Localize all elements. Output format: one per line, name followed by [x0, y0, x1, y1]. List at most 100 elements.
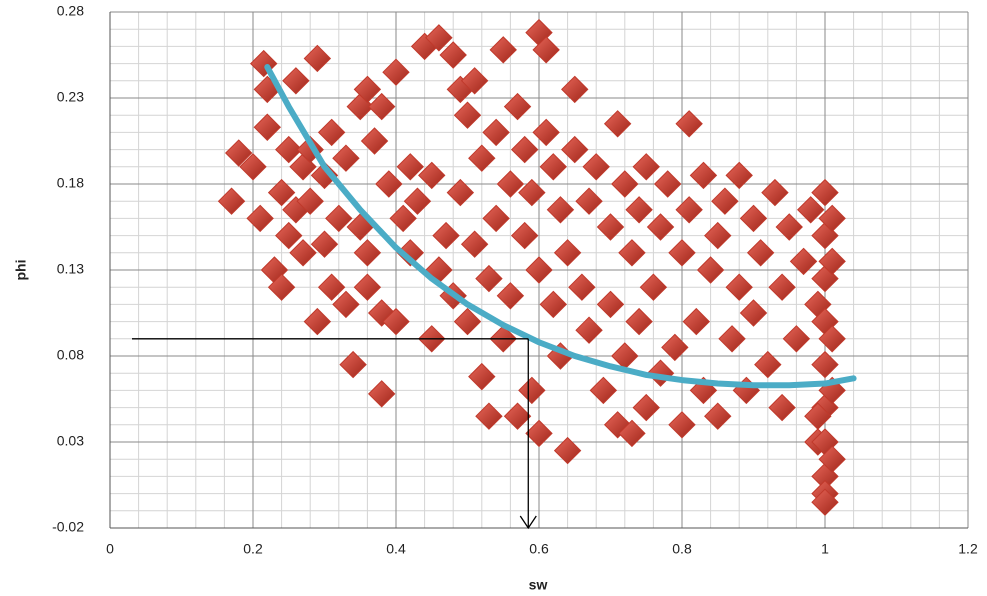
scatter-point [818, 445, 846, 473]
scatter-point [718, 325, 746, 353]
scatter-point [632, 153, 660, 181]
scatter-point [675, 110, 703, 138]
scatter-point [460, 67, 489, 95]
scatter-point [382, 307, 410, 336]
y-tick-label: 0.13 [57, 261, 84, 277]
scatter-point [317, 273, 346, 301]
scatter-point [761, 178, 789, 207]
scatter-point [618, 419, 646, 448]
scatter-point [811, 178, 839, 207]
scatter-point [353, 273, 382, 301]
scatter-point [389, 204, 417, 233]
scatter-point [632, 393, 660, 422]
scatter-point [460, 230, 489, 258]
scatter-point [296, 187, 324, 215]
y-axis-title: phi [13, 260, 29, 281]
scatter-point [739, 299, 768, 327]
scatter-point [796, 196, 825, 224]
reference-arrow [519, 515, 537, 530]
scatter-point [367, 92, 396, 121]
scatter-point [510, 135, 539, 164]
scatter-point [711, 187, 739, 215]
scatter-point [353, 239, 382, 267]
scatter-point [603, 110, 632, 138]
scatter-point [653, 170, 682, 198]
scatter-point [453, 307, 482, 336]
x-tick-label: 1 [821, 541, 829, 557]
scatter-point [468, 362, 496, 391]
scatter-point [224, 139, 253, 167]
scatter-point [453, 101, 482, 129]
scatter-point [518, 178, 546, 207]
scatter-point [811, 488, 839, 516]
scatter-point [275, 135, 303, 164]
scatter-point [396, 239, 425, 267]
y-tick-label: 0.18 [57, 175, 84, 191]
scatter-point [532, 36, 560, 64]
trend-line [264, 64, 857, 389]
scatter-point [403, 187, 432, 215]
y-tick-label: 0.03 [57, 433, 84, 449]
scatter-point [253, 113, 282, 141]
scatter-point [682, 307, 711, 336]
scatter-point [303, 44, 332, 73]
scatter-point [475, 402, 503, 430]
scatter-point [275, 221, 303, 250]
scatter-point [282, 67, 310, 95]
scatter-point [496, 170, 525, 198]
x-tick-label: 0.8 [672, 541, 692, 557]
scatter-point [475, 264, 503, 293]
scatter-point [668, 239, 696, 267]
scatter-point [725, 273, 753, 301]
scatter-point [661, 333, 689, 362]
scatter-point [704, 402, 732, 430]
scatter-point [746, 239, 775, 267]
scatter-point [732, 376, 761, 405]
scatter-point [317, 118, 346, 147]
scatter-point [596, 290, 625, 319]
scatter-point [596, 213, 625, 241]
x-tick-label: 1.2 [958, 541, 978, 557]
scatter-point [553, 239, 582, 267]
x-tick-label: 0.4 [386, 541, 406, 557]
scatter-point [518, 376, 546, 405]
scatter-point [582, 153, 610, 181]
scatter-point [332, 290, 360, 319]
scatter-point [754, 350, 782, 379]
scatter-point [575, 187, 603, 215]
scatter-point [489, 36, 517, 64]
scatter-point [818, 325, 846, 353]
scatter-point [510, 221, 539, 250]
scatter-point [568, 273, 596, 301]
scatter-point [611, 170, 639, 198]
scatter-point [339, 350, 367, 379]
scatter-point [353, 75, 382, 104]
y-tick-label: 0.28 [57, 3, 84, 19]
scatter-point [303, 307, 332, 336]
scatter-point [332, 144, 360, 172]
scatter-point [267, 178, 296, 207]
scatter-point [775, 213, 803, 241]
scatter-point [289, 239, 317, 267]
scatter-point [503, 92, 532, 121]
scatter-point [525, 256, 553, 284]
x-axis-title: sw [529, 577, 548, 593]
scatter-point [625, 196, 653, 224]
y-tick-label: 0.08 [57, 347, 84, 363]
x-tick-label: 0 [106, 541, 114, 557]
scatter-point [704, 221, 732, 250]
x-tick-label: 0.2 [243, 541, 263, 557]
scatter-point [575, 316, 603, 344]
scatter-point [546, 196, 575, 224]
scatter-point [553, 436, 582, 465]
scatter-point [482, 118, 510, 147]
scatter-point [246, 204, 274, 233]
scatter-point [768, 393, 796, 422]
scatter-point [818, 204, 846, 233]
scatter-point [625, 307, 653, 336]
scatter-point [503, 402, 532, 430]
scatter-point [689, 161, 718, 190]
scatter-point [482, 204, 510, 233]
scatter-point [425, 24, 453, 52]
